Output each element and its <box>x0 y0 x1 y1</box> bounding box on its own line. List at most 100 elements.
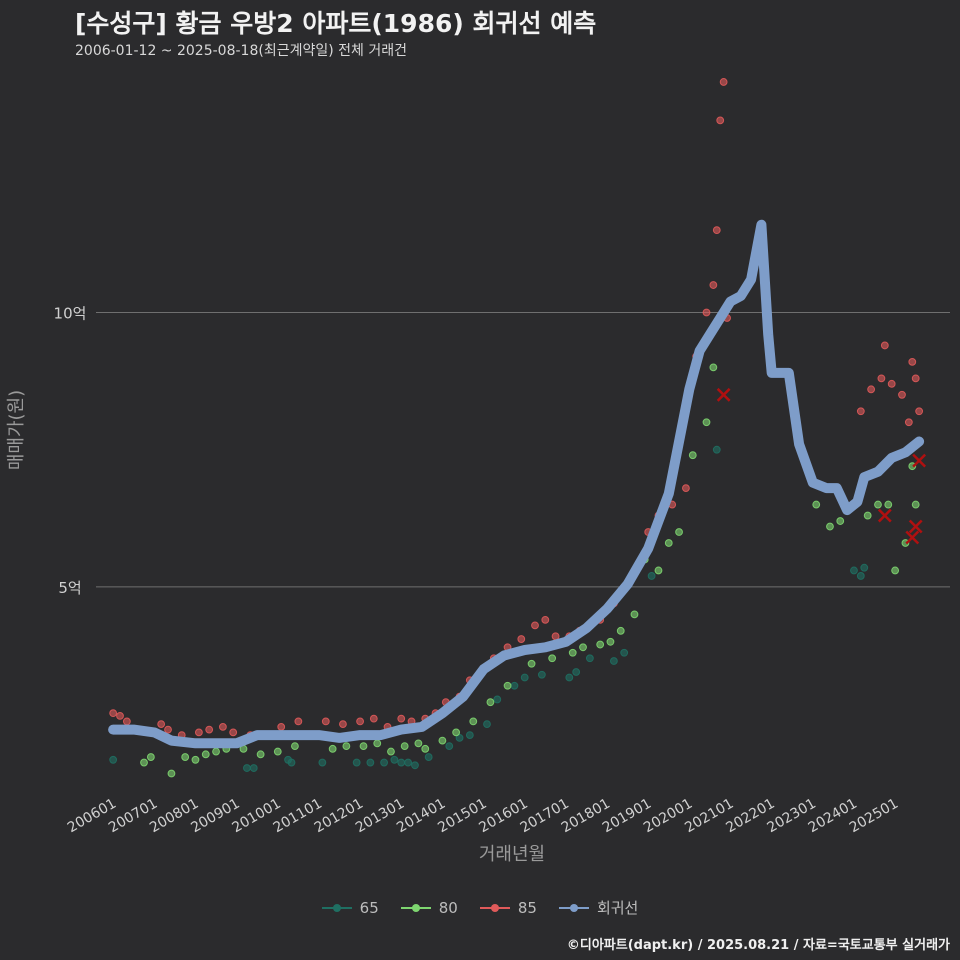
point-65 <box>493 695 502 704</box>
point-80 <box>387 747 395 756</box>
legend-label-regression: 회귀선 <box>596 899 639 917</box>
point-80 <box>826 522 834 531</box>
point-85 <box>116 712 124 720</box>
point-80 <box>201 750 210 759</box>
point-65 <box>397 758 406 767</box>
point-65 <box>520 673 529 682</box>
point-80 <box>167 769 176 778</box>
point-85 <box>877 374 886 383</box>
point-80 <box>709 363 718 372</box>
cancelled-marker <box>877 508 892 523</box>
point-65 <box>483 720 491 729</box>
x-axis-label: 거래년월 <box>479 844 545 865</box>
point-80 <box>654 566 663 575</box>
point-65 <box>287 758 296 767</box>
grid-lines <box>96 311 950 588</box>
cancelled-marker <box>905 530 920 545</box>
legend-key-80 <box>400 902 431 914</box>
point-80 <box>630 610 639 619</box>
point-80 <box>191 755 200 764</box>
point-80 <box>911 500 920 509</box>
point-80 <box>503 681 512 690</box>
point-65 <box>352 758 361 767</box>
legend: 65 80 85 회귀선 <box>0 897 960 918</box>
point-85 <box>531 621 539 630</box>
chart-subtitle: 2006-01-12 ~ 2025-08-18(최근계약일) 전체 거래건 <box>75 43 407 59</box>
legend-key-65 <box>321 902 352 914</box>
cancelled-marker <box>912 453 927 468</box>
point-85 <box>911 374 920 383</box>
point-85 <box>356 717 364 726</box>
point-65 <box>424 753 433 761</box>
point-85 <box>277 722 286 731</box>
point-80 <box>421 744 430 753</box>
point-80 <box>606 637 615 646</box>
point-85 <box>915 407 924 416</box>
y-tick-label: 10억 <box>54 304 87 322</box>
point-80 <box>486 698 495 707</box>
point-65 <box>712 445 721 454</box>
point-65 <box>647 572 656 580</box>
point-65 <box>850 566 858 575</box>
point-85 <box>517 635 526 643</box>
point-80 <box>812 500 821 509</box>
point-80 <box>664 539 673 547</box>
point-80 <box>438 736 447 745</box>
point-85 <box>551 632 560 641</box>
point-80 <box>212 747 220 756</box>
point-85 <box>218 722 227 731</box>
cancelled-marker <box>716 387 731 402</box>
point-80 <box>414 739 423 748</box>
point-65 <box>565 673 574 682</box>
point-85 <box>339 720 347 729</box>
point-85 <box>898 390 906 399</box>
point-85 <box>164 725 172 734</box>
legend-item-65: 65 <box>321 897 379 918</box>
legend-item-85: 85 <box>479 897 537 918</box>
point-80 <box>140 758 148 767</box>
point-65 <box>572 668 581 676</box>
point-80 <box>328 744 337 753</box>
legend-item-80: 80 <box>400 897 458 918</box>
point-85 <box>709 281 718 289</box>
point-65 <box>366 758 375 767</box>
point-80 <box>616 626 625 635</box>
source-caption: ©디아파트(dapt.kr) / 2025.08.21 / 자료=국토교통부 실… <box>566 938 950 953</box>
point-85 <box>867 385 876 394</box>
point-80 <box>596 640 605 649</box>
chart-title: [수성구] 황금 우방2 아파트(1986) 회귀선 예측 <box>75 9 597 38</box>
data-points <box>109 78 924 778</box>
x-tick-labels: 2006012007012008012009012010012011012012… <box>65 796 901 837</box>
point-65 <box>109 755 118 764</box>
point-80 <box>469 717 478 726</box>
point-80 <box>891 566 900 575</box>
point-65 <box>380 758 388 767</box>
point-85 <box>682 484 690 493</box>
point-65 <box>620 648 629 657</box>
cancelled-markers <box>716 387 927 545</box>
point-65 <box>537 670 546 679</box>
point-65 <box>390 755 399 764</box>
point-65 <box>411 761 419 770</box>
point-65 <box>243 764 251 772</box>
point-85 <box>321 717 330 726</box>
point-65 <box>585 654 594 663</box>
cancelled-marker <box>908 519 923 534</box>
point-85 <box>856 407 865 416</box>
point-65 <box>860 563 869 572</box>
point-80 <box>400 742 409 750</box>
legend-label-85: 85 <box>517 898 537 917</box>
point-85 <box>904 418 913 427</box>
point-80 <box>548 654 557 663</box>
point-80 <box>291 742 299 750</box>
point-85 <box>908 357 917 366</box>
point-85 <box>157 720 166 729</box>
point-80 <box>675 528 683 536</box>
point-80 <box>702 418 711 427</box>
point-65 <box>856 572 865 580</box>
legend-key-85 <box>479 902 510 914</box>
point-80 <box>884 500 893 509</box>
point-65 <box>404 758 413 767</box>
point-85 <box>109 709 118 718</box>
